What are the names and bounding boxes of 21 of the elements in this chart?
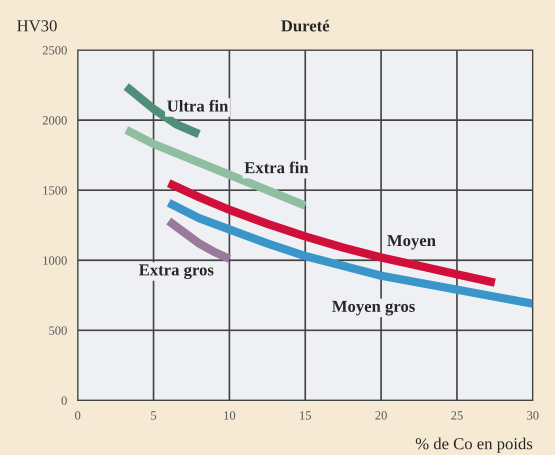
- series-label: Moyen: [387, 235, 436, 250]
- series-label: Extra fin: [244, 161, 308, 174]
- x-tick-label: 5: [151, 411, 156, 420]
- y-tick-label: 1500: [43, 186, 67, 195]
- series-label: Ultra fin: [167, 100, 228, 112]
- x-tick-label: 30: [527, 411, 539, 420]
- series-label: Extra gros: [139, 264, 214, 280]
- y-axis-title: HV30: [17, 20, 57, 32]
- x-tick-label: 0: [75, 411, 80, 420]
- x-tick-label: 15: [300, 411, 312, 420]
- chart-title: Dureté: [281, 20, 330, 32]
- y-tick-label: 1000: [43, 256, 67, 265]
- y-tick-label: 2000: [42, 116, 67, 125]
- x-tick-label: 20: [375, 411, 387, 420]
- x-axis-title: % de Co en poids: [416, 438, 532, 453]
- series-label: Moyen gros: [332, 300, 415, 316]
- y-tick-label: 500: [49, 326, 67, 335]
- x-tick-label: 25: [451, 411, 463, 420]
- y-tick-label: 0: [62, 396, 67, 405]
- x-tick-label: 10: [224, 411, 236, 420]
- y-tick-label: 2500: [42, 46, 67, 55]
